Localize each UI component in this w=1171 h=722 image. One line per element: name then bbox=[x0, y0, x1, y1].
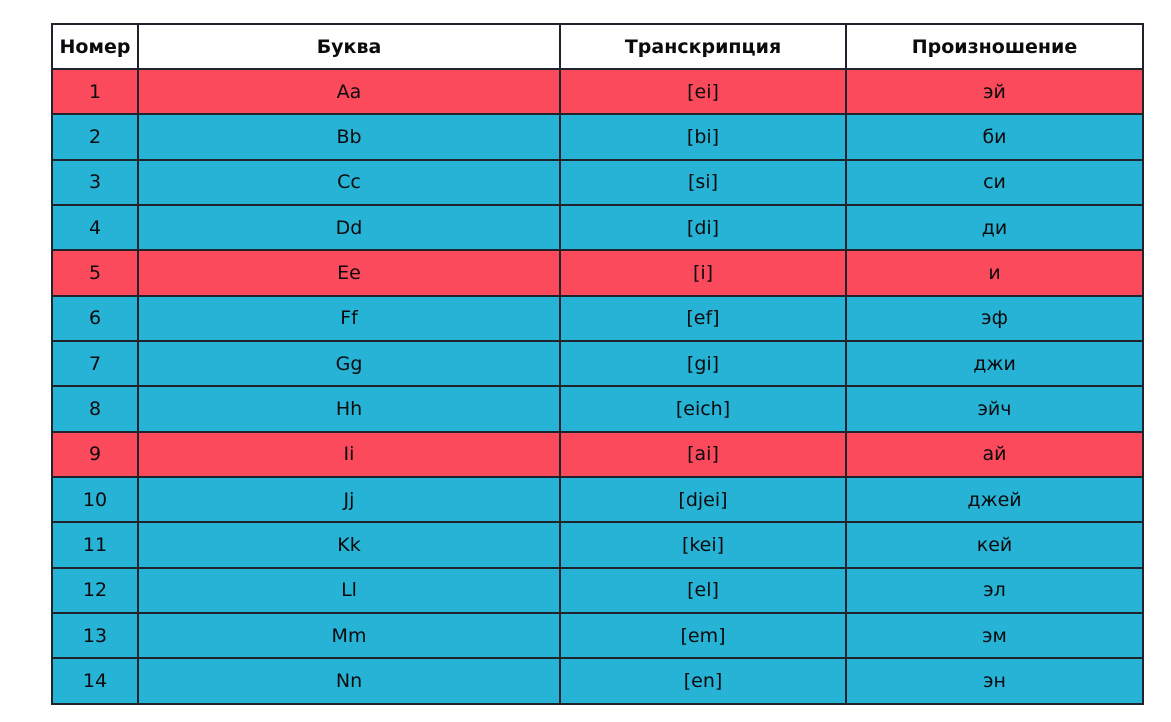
letter-cell: Kk bbox=[137, 521, 561, 569]
transcription-cell: [si] bbox=[559, 158, 847, 207]
header-cell-transcription: Транскрипция bbox=[559, 23, 847, 70]
number-cell: 11 bbox=[51, 521, 139, 569]
header-cell-letter: Буква bbox=[137, 23, 561, 70]
pronunciation-cell: кей bbox=[845, 521, 1144, 569]
number-cell: 13 bbox=[51, 612, 139, 660]
transcription-cell: [em] bbox=[559, 612, 847, 660]
number-cell: 9 bbox=[51, 430, 139, 479]
letter-cell: Ff bbox=[137, 294, 561, 343]
number-cell: 2 bbox=[51, 113, 139, 161]
table-row: 14 Nn [en] эн bbox=[51, 657, 1144, 705]
pronunciation-cell: ди bbox=[845, 204, 1144, 252]
letter-cell: Jj bbox=[137, 476, 561, 524]
transcription-cell: [i] bbox=[559, 249, 847, 297]
pronunciation-cell: ай bbox=[845, 430, 1144, 479]
table-row: 6 Ff [ef] эф bbox=[51, 294, 1144, 343]
pronunciation-cell: си bbox=[845, 158, 1144, 207]
number-cell: 3 bbox=[51, 158, 139, 207]
pronunciation-cell: и bbox=[845, 249, 1144, 297]
number-cell: 12 bbox=[51, 566, 139, 615]
alphabet-table: Номер Буква Транскрипция Произношение 1 … bbox=[51, 23, 1144, 705]
transcription-cell: [eich] bbox=[559, 385, 847, 433]
transcription-cell: [en] bbox=[559, 657, 847, 705]
table-row: 2 Bb [bi] би bbox=[51, 113, 1144, 161]
table-row: 5 Ee [i] и bbox=[51, 249, 1144, 297]
pronunciation-cell: эйч bbox=[845, 385, 1144, 433]
header-cell-number: Номер bbox=[51, 23, 139, 70]
pronunciation-cell: эй bbox=[845, 67, 1144, 116]
letter-cell: Dd bbox=[137, 204, 561, 252]
transcription-cell: [ef] bbox=[559, 294, 847, 343]
transcription-cell: [ai] bbox=[559, 430, 847, 479]
number-cell: 10 bbox=[51, 476, 139, 524]
header-cell-pronunciation: Произношение bbox=[845, 23, 1144, 70]
transcription-cell: [kei] bbox=[559, 521, 847, 569]
number-cell: 6 bbox=[51, 294, 139, 343]
pronunciation-cell: джи bbox=[845, 340, 1144, 388]
letter-cell: Ii bbox=[137, 430, 561, 479]
pronunciation-cell: эл bbox=[845, 566, 1144, 615]
table-row: 3 Cc [si] си bbox=[51, 158, 1144, 207]
table-row: 10 Jj [djei] джей bbox=[51, 476, 1144, 524]
letter-cell: Ll bbox=[137, 566, 561, 615]
pronunciation-cell: эн bbox=[845, 657, 1144, 705]
number-cell: 4 bbox=[51, 204, 139, 252]
pronunciation-cell: джей bbox=[845, 476, 1144, 524]
number-cell: 7 bbox=[51, 340, 139, 388]
header-row: Номер Буква Транскрипция Произношение bbox=[51, 23, 1144, 70]
table-body: 1 Aa [ei] эй 2 Bb [bi] би 3 Cc [si] си 4… bbox=[51, 67, 1144, 705]
pronunciation-cell: эф bbox=[845, 294, 1144, 343]
pronunciation-cell: эм bbox=[845, 612, 1144, 660]
letter-cell: Hh bbox=[137, 385, 561, 433]
table-row: 7 Gg [gi] джи bbox=[51, 340, 1144, 388]
letter-cell: Aa bbox=[137, 67, 561, 116]
table-header: Номер Буква Транскрипция Произношение bbox=[51, 23, 1144, 70]
letter-cell: Ee bbox=[137, 249, 561, 297]
number-cell: 5 bbox=[51, 249, 139, 297]
transcription-cell: [djei] bbox=[559, 476, 847, 524]
letter-cell: Bb bbox=[137, 113, 561, 161]
letter-cell: Nn bbox=[137, 657, 561, 705]
table-row: 12 Ll [el] эл bbox=[51, 566, 1144, 615]
table-row: 4 Dd [di] ди bbox=[51, 204, 1144, 252]
transcription-cell: [el] bbox=[559, 566, 847, 615]
number-cell: 14 bbox=[51, 657, 139, 705]
transcription-cell: [ei] bbox=[559, 67, 847, 116]
table-row: 11 Kk [kei] кей bbox=[51, 521, 1144, 569]
transcription-cell: [gi] bbox=[559, 340, 847, 388]
number-cell: 1 bbox=[51, 67, 139, 116]
pronunciation-cell: би bbox=[845, 113, 1144, 161]
table-row: 9 Ii [ai] ай bbox=[51, 430, 1144, 479]
table-row: 13 Mm [em] эм bbox=[51, 612, 1144, 660]
number-cell: 8 bbox=[51, 385, 139, 433]
transcription-cell: [bi] bbox=[559, 113, 847, 161]
letter-cell: Cc bbox=[137, 158, 561, 207]
letter-cell: Gg bbox=[137, 340, 561, 388]
table-row: 1 Aa [ei] эй bbox=[51, 67, 1144, 116]
table-row: 8 Hh [eich] эйч bbox=[51, 385, 1144, 433]
letter-cell: Mm bbox=[137, 612, 561, 660]
transcription-cell: [di] bbox=[559, 204, 847, 252]
